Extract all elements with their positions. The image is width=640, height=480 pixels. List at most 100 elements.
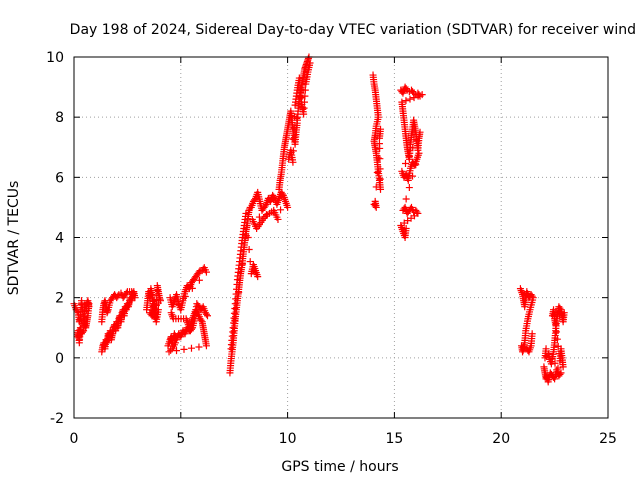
data-point-marker [147, 310, 155, 318]
data-point-marker [405, 184, 413, 192]
data-point-marker [415, 149, 423, 157]
data-point-marker [416, 128, 424, 136]
data-point-marker [370, 200, 378, 208]
data-point-marker [290, 135, 298, 143]
y-tick-label: 4 [55, 231, 64, 247]
data-point-marker [114, 292, 122, 300]
data-point-marker [409, 88, 417, 96]
data-point-marker [188, 284, 196, 292]
data-point-marker [402, 85, 410, 93]
data-point-marker [402, 195, 410, 203]
data-point-marker [300, 104, 308, 112]
data-point-marker [79, 328, 87, 336]
data-point-marker [300, 98, 308, 106]
data-point-marker [122, 289, 130, 297]
data-point-marker [300, 110, 308, 118]
data-point-marker [405, 152, 413, 160]
data-point-marker [278, 190, 286, 198]
data-point-marker [165, 348, 173, 356]
data-point-marker [377, 185, 385, 193]
data-point-marker [202, 268, 210, 276]
data-point-marker [277, 206, 285, 214]
data-point-marker [202, 310, 210, 318]
y-tick-label: 8 [55, 110, 64, 126]
data-point-marker [187, 344, 195, 352]
data-point-marker [306, 59, 314, 67]
data-point-marker [181, 292, 189, 300]
data-point-marker [402, 97, 410, 105]
data-point-marker [243, 221, 251, 229]
chart-title: Day 198 of 2024, Sidereal Day-to-day VTE… [70, 22, 636, 38]
data-point-marker [557, 369, 565, 377]
x-tick-label: 25 [599, 431, 617, 447]
y-tick-label: 10 [46, 50, 64, 66]
data-point-marker [154, 306, 162, 314]
x-tick-label: 20 [492, 431, 510, 447]
data-point-marker [270, 193, 278, 201]
data-point-marker [375, 140, 383, 148]
data-point-marker [246, 258, 254, 266]
data-point-marker [202, 342, 210, 350]
data-point-marker [195, 276, 203, 284]
data-point-marker [245, 246, 253, 254]
x-tick-label: 0 [70, 431, 79, 447]
data-point-marker [167, 346, 175, 354]
y-tick-label: -2 [50, 411, 64, 427]
data-point-marker [242, 209, 250, 217]
data-point-marker [173, 347, 181, 355]
data-point-marker [409, 172, 417, 180]
data-point-marker [301, 86, 309, 94]
data-point-marker [131, 294, 139, 302]
data-point-marker [374, 154, 382, 162]
data-point-marker [197, 316, 205, 324]
data-point-marker [174, 301, 182, 309]
x-tick-label: 15 [385, 431, 403, 447]
data-point-marker [414, 92, 422, 100]
data-point-marker [541, 354, 549, 362]
x-axis-label: GPS time / hours [281, 459, 398, 475]
data-point-marker [290, 124, 298, 132]
tick-labels: 0 5 10 15 20 25 -2 0 2 4 6 8 10 [46, 50, 617, 447]
y-tick-label: 0 [55, 351, 64, 367]
data-point-marker [553, 335, 561, 343]
data-point-marker [180, 345, 188, 353]
data-point-marker [402, 159, 410, 167]
data-point-marker [376, 175, 384, 183]
data-point-marker [376, 155, 384, 163]
data-point-marker [554, 364, 562, 372]
data-point-marker [409, 144, 417, 152]
data-point-marker [289, 135, 297, 143]
data-point-marker [412, 161, 420, 169]
data-points [70, 53, 568, 386]
data-point-marker [413, 208, 421, 216]
data-point-marker [376, 165, 384, 173]
data-point-marker [195, 343, 203, 351]
data-point-marker [284, 203, 292, 211]
data-point-marker [204, 312, 211, 320]
data-point-marker [261, 202, 269, 210]
data-point-marker [291, 113, 299, 121]
data-point-marker [410, 94, 418, 102]
data-point-marker [406, 95, 414, 103]
data-point-marker [556, 370, 564, 378]
data-point-marker [250, 196, 258, 204]
data-point-marker [254, 273, 262, 281]
x-tick-label: 5 [176, 431, 185, 447]
data-point-marker [371, 202, 379, 210]
data-point-marker [377, 125, 385, 133]
data-point-marker [528, 330, 536, 338]
data-point-marker [274, 215, 282, 223]
data-point-marker [289, 158, 297, 166]
data-point-marker [244, 234, 252, 241]
data-point-marker [372, 183, 380, 191]
y-tick-label: 6 [55, 170, 64, 186]
data-point-marker [553, 328, 561, 336]
data-point-marker [289, 147, 297, 155]
y-axis-label: SDTVAR / TECUs [6, 181, 22, 296]
data-point-marker [402, 224, 410, 232]
data-point-marker [301, 92, 309, 100]
data-point-marker [373, 169, 381, 177]
